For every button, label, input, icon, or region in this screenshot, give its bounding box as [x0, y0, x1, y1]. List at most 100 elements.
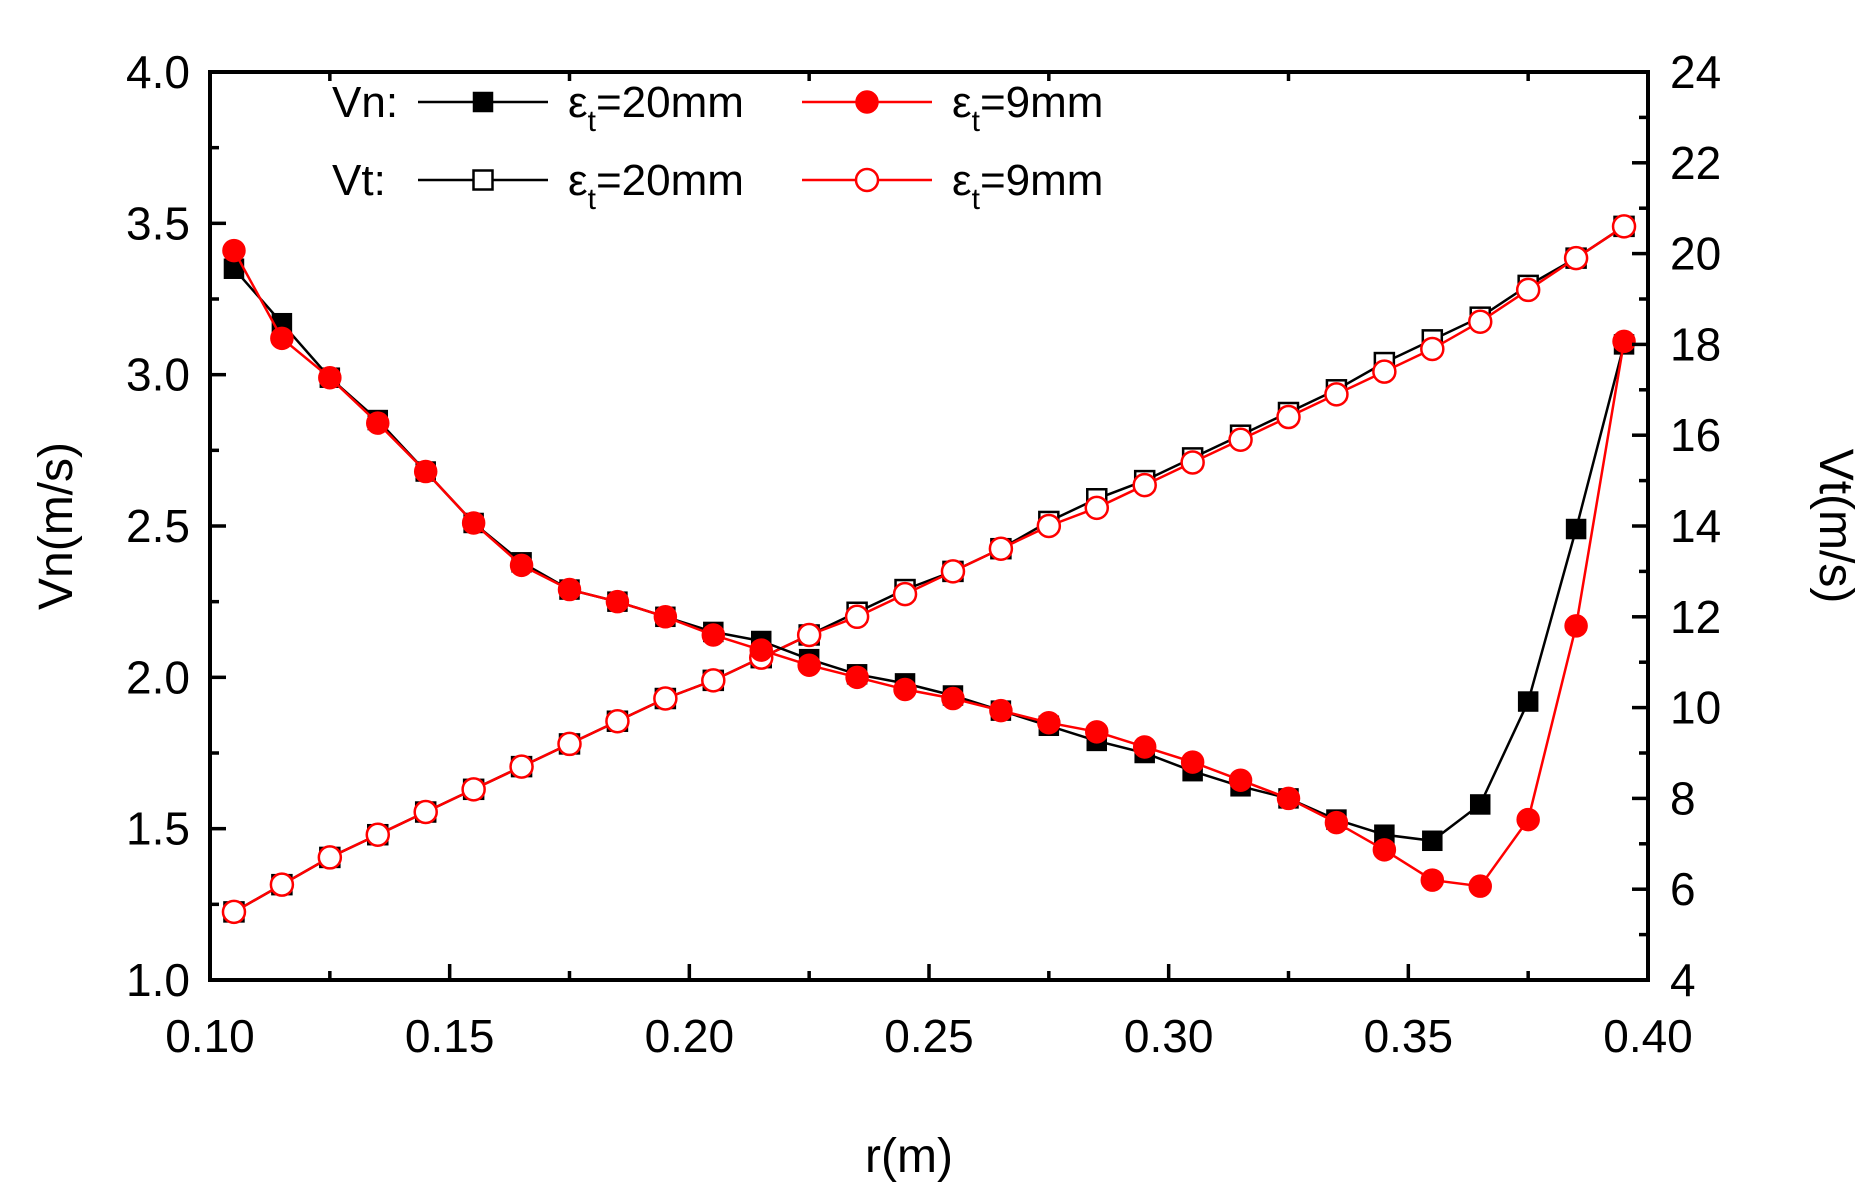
legend-row-label: Vt: — [332, 156, 386, 205]
series-1-point — [1564, 614, 1588, 638]
series-1-point — [222, 238, 246, 263]
series-1-point — [941, 686, 965, 711]
legend-marker — [854, 167, 880, 193]
legend-entry-label: εt=9mm — [952, 156, 1103, 216]
series-1-point — [1612, 329, 1636, 354]
series-3-point — [365, 822, 391, 847]
series-3-point — [796, 622, 822, 648]
x-tick-label: 0.30 — [1124, 1010, 1214, 1062]
series-3-point — [1276, 404, 1301, 430]
series-1-point — [1516, 807, 1540, 832]
axes: 0.10 0.15 0.20 0.25 0.30 0.35 0.40 1.0 1.5 2.0 2.5… — [30, 46, 1855, 1183]
legend-marker — [472, 91, 494, 113]
series-1-point — [1324, 810, 1349, 835]
series-3-point — [1180, 450, 1205, 475]
series-1-point — [1085, 720, 1109, 744]
y-left-tick-label: 2.5 — [126, 500, 190, 552]
y-left-tick-label: 1.0 — [126, 954, 190, 1006]
series-1-point — [270, 326, 294, 351]
series-0-point — [1517, 691, 1539, 712]
y-right-tick-label: 14 — [1670, 500, 1721, 552]
legend-symbol: ε — [568, 78, 588, 127]
series-1-point — [749, 638, 773, 662]
y-left-axis-title: Vn(m/s) — [30, 442, 83, 610]
legend-symbol: ε — [952, 78, 972, 127]
series-1-point — [605, 589, 630, 614]
y-left-tick-label: 4.0 — [126, 46, 190, 98]
y-right-tick-label: 6 — [1670, 863, 1696, 915]
y-right-tick-label: 4 — [1670, 954, 1696, 1006]
series-3-point — [317, 845, 343, 870]
y-right-tick-label: 22 — [1670, 137, 1721, 189]
series-1-point — [1180, 750, 1205, 774]
legend-subscript: t — [588, 183, 597, 216]
series-3-point — [605, 708, 630, 734]
series-3-point — [1515, 277, 1541, 303]
series-2-line — [233, 225, 1625, 913]
series-3-point — [557, 731, 582, 757]
series-1-point — [701, 623, 726, 647]
legend-entry-label: εt=20mm — [568, 78, 744, 138]
legend-value: =20mm — [596, 78, 744, 127]
series-1-point — [893, 677, 917, 702]
series-1-point — [653, 605, 678, 629]
y-right-tick-label: 16 — [1670, 409, 1721, 461]
series-3-point — [269, 872, 295, 897]
series-3-point — [701, 668, 726, 693]
series-1-point — [1468, 874, 1492, 898]
series-0-point — [1565, 518, 1587, 540]
x-tick-label: 0.15 — [405, 1010, 495, 1062]
series-3-point — [1084, 495, 1110, 521]
series-1-point — [797, 653, 821, 677]
y-left-tick-label: 2.0 — [126, 651, 190, 703]
series-1-point — [509, 553, 534, 578]
legend-marker — [472, 169, 494, 191]
series-3-point — [1324, 382, 1349, 407]
legend-subscript: t — [972, 105, 981, 138]
legend-value: =9mm — [980, 78, 1103, 127]
y-right-tick-label: 12 — [1670, 591, 1721, 643]
series-3-point — [892, 581, 918, 607]
series-3-point — [461, 777, 486, 802]
series-1-point — [366, 411, 390, 435]
series-1-point — [1132, 735, 1157, 759]
y-left-tick-label: 3.0 — [126, 349, 190, 401]
series-3-point — [221, 899, 247, 925]
series-3-point — [940, 559, 966, 584]
series-3-line — [233, 225, 1625, 913]
series-1-point — [1037, 710, 1061, 735]
series-0-point — [1422, 830, 1443, 852]
y-right-tick-label: 10 — [1670, 682, 1721, 734]
y-right-tick-label: 18 — [1670, 318, 1721, 370]
x-tick-label: 0.25 — [884, 1010, 974, 1062]
series-1-point — [1228, 768, 1253, 792]
series-0-line — [233, 267, 1626, 843]
legend-marker — [855, 90, 879, 114]
legend-symbol: ε — [568, 156, 588, 205]
series-1-point — [413, 459, 438, 484]
series-3-point — [509, 754, 534, 779]
legend-subscript: t — [972, 183, 981, 216]
x-tick-label: 0.40 — [1603, 1010, 1693, 1062]
x-tick-label: 0.35 — [1364, 1010, 1454, 1062]
series-1-line — [232, 250, 1626, 888]
x-axis-title: r(m) — [865, 1130, 953, 1183]
legend-symbol: ε — [952, 156, 972, 205]
series-3-point — [1036, 513, 1062, 539]
series-3-point — [1228, 427, 1253, 452]
series-1-point — [1420, 868, 1445, 892]
series-3-point — [1420, 336, 1445, 362]
series-3-point — [413, 799, 438, 825]
series-3-point — [988, 536, 1014, 561]
y-right-tick-label: 8 — [1670, 772, 1696, 824]
series-1-point — [1372, 838, 1397, 862]
series-3-point — [1563, 245, 1589, 271]
legend-entry-label: εt=9mm — [952, 78, 1103, 138]
series-1-point — [318, 365, 342, 390]
series-1-point — [989, 698, 1013, 723]
series-1-point — [845, 665, 869, 690]
series-1-point — [1276, 786, 1301, 811]
x-tick-label: 0.10 — [165, 1010, 255, 1062]
